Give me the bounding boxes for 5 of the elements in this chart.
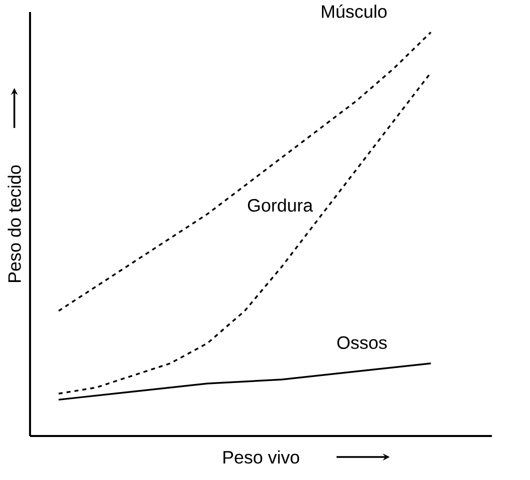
y-axis-title: Peso do tecido [8, 165, 21, 282]
text: Músculo [322, 4, 387, 18]
series-label: Ossos [337, 336, 387, 350]
series-label: Gordura [248, 198, 313, 212]
x-axis-title: Peso vivo [224, 450, 300, 464]
